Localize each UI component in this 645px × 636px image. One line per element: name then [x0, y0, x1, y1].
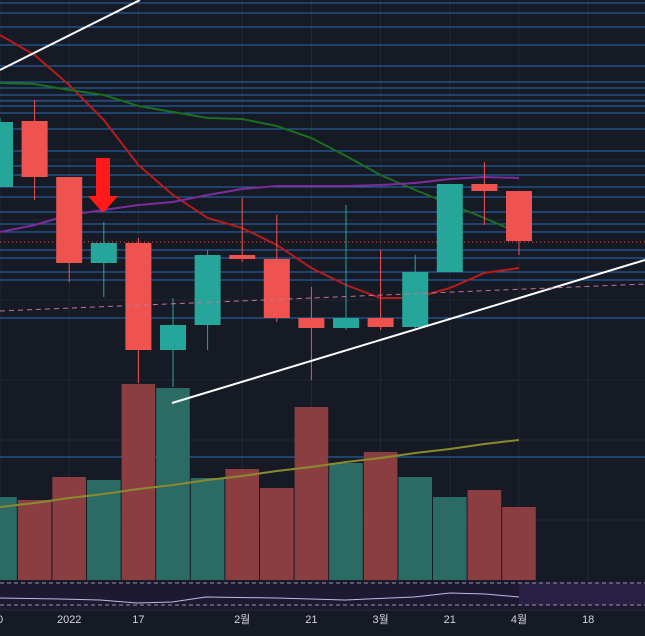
- candle-body: [125, 243, 152, 350]
- x-tick-label: 3월: [372, 613, 388, 626]
- candle-body: [506, 191, 532, 241]
- volume-bar: [0, 497, 17, 580]
- x-axis: 0 2022 17 2월 21 3월 21 4월 18: [0, 613, 594, 626]
- volume-bar: [294, 407, 329, 580]
- candle-body: [229, 255, 256, 259]
- price-levels: [0, 2, 645, 458]
- x-tick-label: 18: [582, 614, 594, 626]
- candle-body: [263, 259, 290, 318]
- candle-body: [194, 255, 221, 325]
- candle-body: [436, 184, 463, 272]
- volume-bar: [398, 477, 432, 580]
- candle-body: [0, 122, 13, 187]
- indicator-pane: [0, 581, 645, 609]
- candle-body: [21, 121, 48, 177]
- volume-bar: [121, 384, 156, 580]
- volume-bar: [87, 480, 121, 580]
- candle-body: [367, 318, 394, 327]
- volume-bar: [363, 452, 398, 580]
- volume-bar: [190, 478, 225, 580]
- volume-bar: [467, 490, 502, 580]
- drawings: [0, 0, 645, 404]
- x-tick-label: 21: [444, 614, 456, 626]
- x-tick-label: 2022: [57, 614, 81, 626]
- candle-body: [160, 325, 186, 350]
- volume-bar: [260, 488, 294, 580]
- candle-body: [56, 177, 83, 263]
- x-tick-label: 0: [0, 614, 3, 626]
- candle-body: [298, 318, 325, 328]
- x-tick-label: 21: [305, 614, 317, 626]
- candle-body: [471, 184, 498, 191]
- candle-body: [333, 318, 359, 328]
- x-tick-label: 4월: [511, 613, 527, 626]
- x-tick-label: 2월: [234, 613, 250, 626]
- ma-line: [0, 439, 520, 508]
- volume-bar: [433, 497, 467, 580]
- volume-bar: [502, 507, 536, 580]
- x-tick-label: 17: [132, 614, 144, 626]
- candle-body: [402, 272, 429, 327]
- volume-bar: [225, 469, 259, 580]
- volume-bar: [52, 477, 86, 580]
- volume-bar: [17, 500, 52, 580]
- candle-body: [90, 243, 117, 263]
- volume-bar: [329, 463, 363, 580]
- ma-line: [0, 82, 520, 234]
- plot: [0, 34, 536, 580]
- ma-line: [0, 175, 520, 233]
